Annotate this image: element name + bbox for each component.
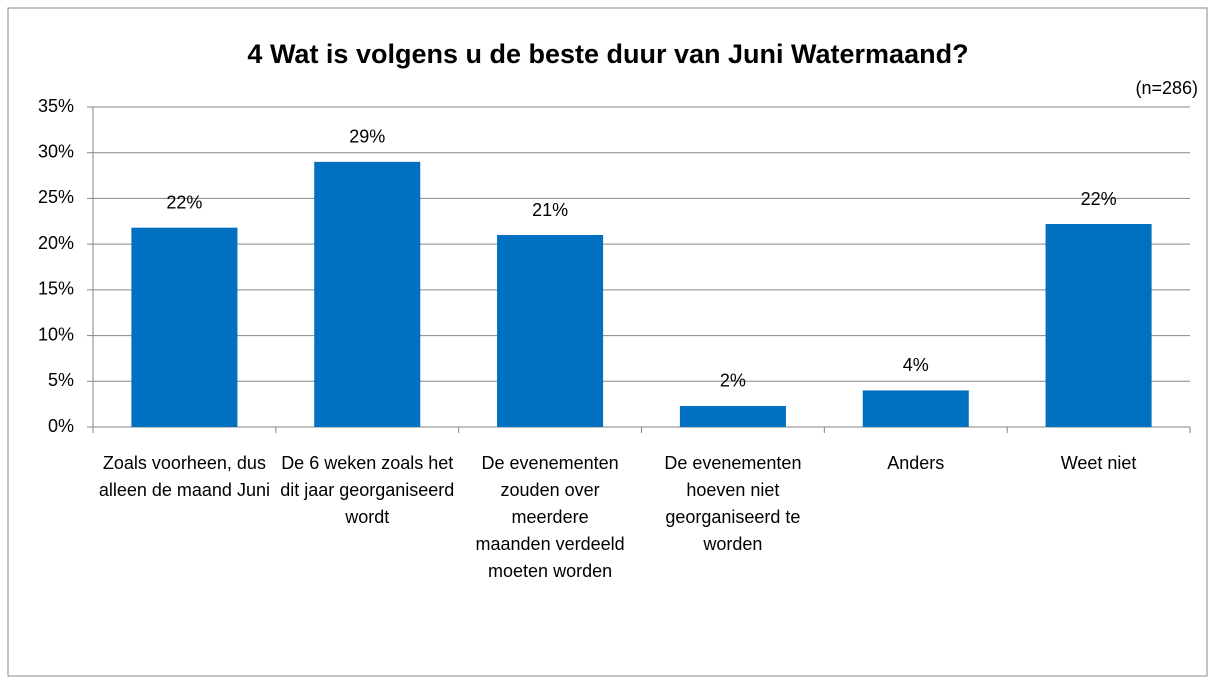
bar	[131, 227, 238, 427]
y-tick-label: 30%	[38, 141, 74, 161]
bar	[1045, 224, 1152, 427]
x-tick-label-box: De evenementen hoeven niet georganiseerd…	[664, 453, 802, 554]
y-tick-label: 15%	[38, 279, 74, 299]
x-tick-label: De evenementen zouden over meerdere maan…	[475, 453, 625, 581]
chart-title: 4 Wat is volgens u de beste duur van Jun…	[247, 39, 968, 69]
y-tick-label: 10%	[38, 324, 74, 344]
value-label: 29%	[349, 127, 385, 147]
value-label: 2%	[720, 371, 746, 391]
value-label: 21%	[532, 200, 568, 220]
y-tick-label: 35%	[38, 96, 74, 116]
bar	[314, 161, 421, 427]
x-tick-label: Weet niet	[1060, 453, 1137, 473]
y-tick-label: 0%	[48, 416, 74, 436]
value-label: 4%	[903, 355, 929, 375]
x-tick-label: De evenementen hoeven niet georganiseerd…	[664, 453, 802, 554]
x-tick-label: Zoals voorheen, dus alleen de maand Juni	[98, 453, 270, 500]
y-tick-label: 5%	[48, 370, 74, 390]
x-tick-label: De 6 weken zoals het dit jaar georganise…	[280, 453, 455, 527]
y-tick-label: 25%	[38, 187, 74, 207]
bar	[497, 235, 604, 427]
x-tick-label-box: De evenementen zouden over meerdere maan…	[475, 453, 625, 581]
bar	[679, 405, 786, 427]
x-tick-label: Anders	[887, 453, 945, 473]
x-tick-label-box: De 6 weken zoals het dit jaar georganise…	[280, 453, 455, 527]
x-tick-label-box: Weet niet	[1060, 453, 1137, 473]
bar	[862, 390, 969, 427]
x-tick-label-box: Zoals voorheen, dus alleen de maand Juni	[98, 453, 270, 500]
x-tick-label-box: Anders	[887, 453, 945, 473]
chart-subtitle: (n=286)	[1135, 78, 1198, 98]
value-label: 22%	[166, 192, 202, 212]
y-tick-label: 20%	[38, 233, 74, 253]
value-label: 22%	[1081, 189, 1117, 209]
